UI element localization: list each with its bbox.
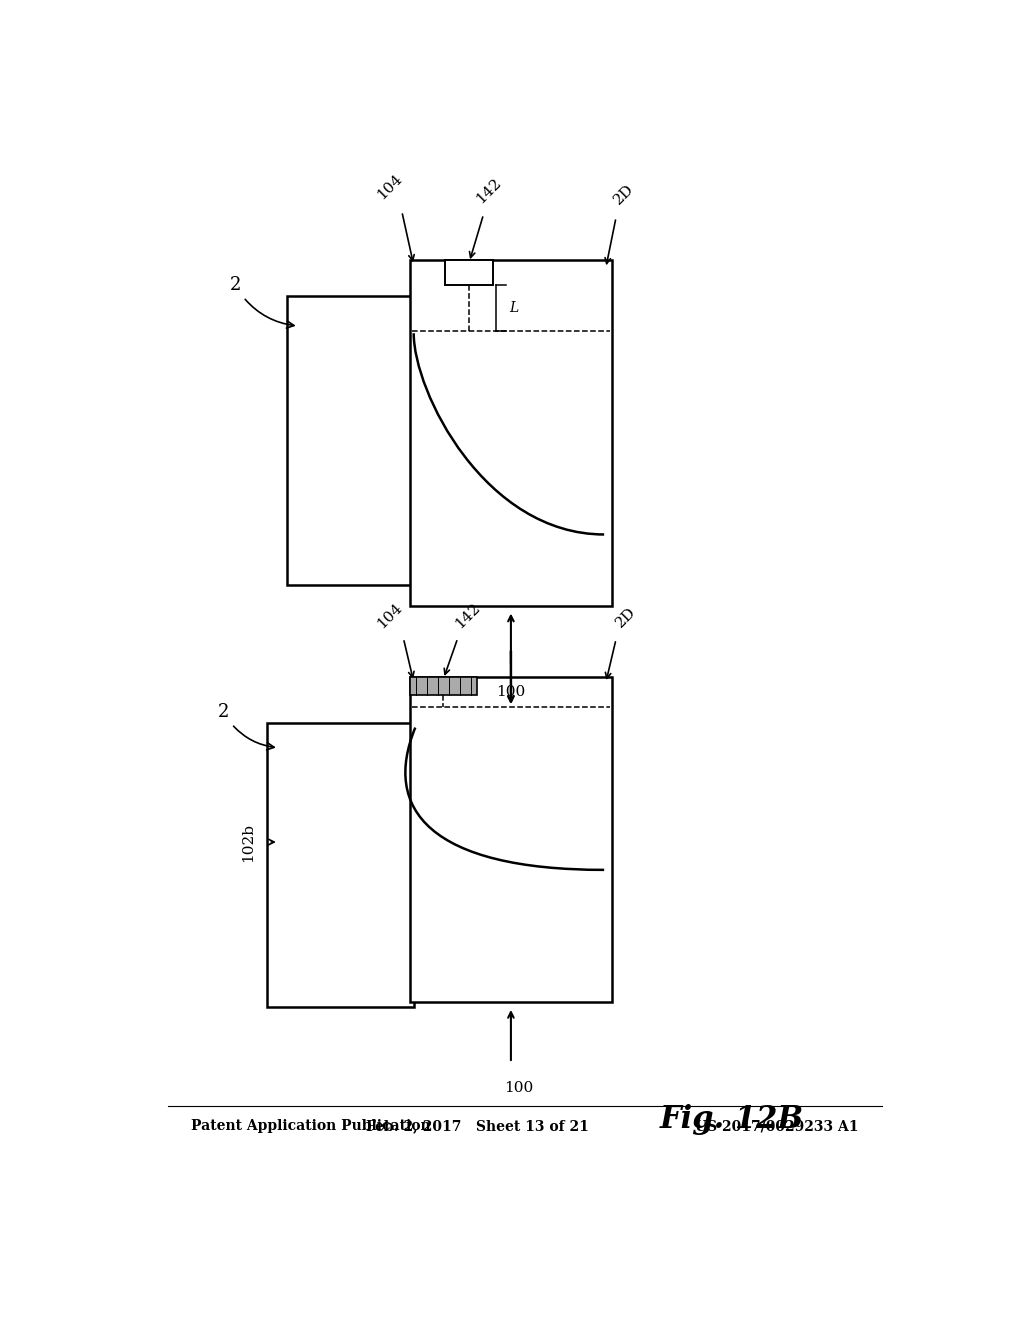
- Text: 2: 2: [217, 704, 274, 750]
- Bar: [410, 677, 477, 696]
- Text: 142: 142: [452, 601, 482, 631]
- Text: US 2017/0029233 A1: US 2017/0029233 A1: [694, 1119, 858, 1133]
- Text: Patent Application Publication: Patent Application Publication: [191, 1119, 431, 1133]
- Text: 104: 104: [375, 601, 406, 631]
- Text: 100: 100: [497, 685, 525, 698]
- Text: L: L: [509, 301, 518, 315]
- Text: Feb. 2, 2017   Sheet 13 of 21: Feb. 2, 2017 Sheet 13 of 21: [366, 1119, 589, 1133]
- Text: 2: 2: [229, 276, 294, 329]
- Text: 104: 104: [375, 172, 406, 202]
- Text: 2D: 2D: [611, 181, 637, 207]
- Text: 102b: 102b: [241, 822, 255, 862]
- Text: 142: 142: [474, 176, 505, 206]
- Bar: [410, 260, 612, 606]
- Text: 100: 100: [504, 1081, 534, 1096]
- Text: Fig. 12B: Fig. 12B: [659, 1104, 804, 1135]
- Bar: [445, 260, 494, 285]
- Text: 2D: 2D: [613, 605, 639, 631]
- Bar: [267, 722, 414, 1007]
- Bar: [287, 296, 426, 585]
- Bar: [410, 677, 612, 1002]
